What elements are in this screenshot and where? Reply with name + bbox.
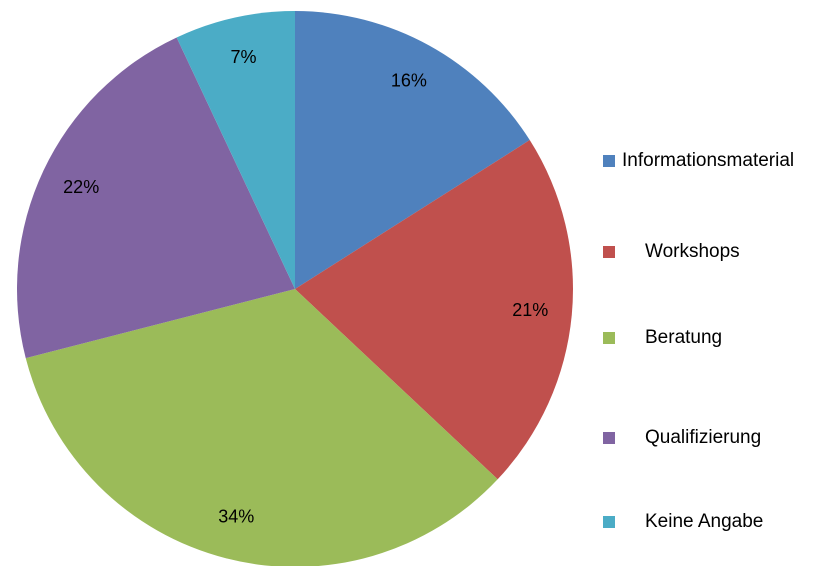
legend-swatch xyxy=(603,246,615,258)
pie-slice xyxy=(25,289,498,566)
legend-swatch xyxy=(603,516,615,528)
legend-label: Keine Angabe xyxy=(645,511,764,532)
legend-swatch xyxy=(603,155,615,167)
legend-label: Qualifizierung xyxy=(645,427,762,448)
legend-label: Informationsmaterial xyxy=(622,150,795,171)
legend-label: Workshops xyxy=(645,241,740,262)
pie-slice xyxy=(295,140,573,480)
data-label: 21% xyxy=(512,300,548,320)
pie-slice xyxy=(16,37,295,359)
data-label: 7% xyxy=(230,47,256,67)
data-label: 22% xyxy=(63,177,99,197)
pie-slice xyxy=(176,11,295,289)
pie-slice xyxy=(295,11,530,289)
legend-swatch xyxy=(603,332,615,344)
data-label: 16% xyxy=(391,71,427,91)
legend-swatch xyxy=(603,432,615,444)
data-label: 34% xyxy=(218,507,254,527)
legend-label: Beratung xyxy=(645,327,723,348)
